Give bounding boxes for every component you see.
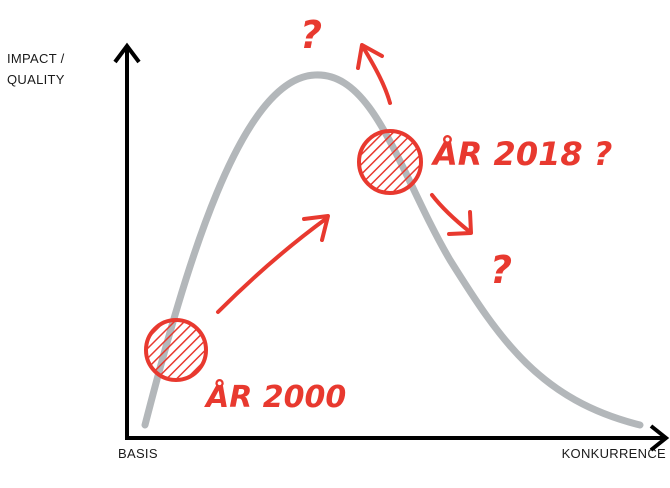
growth-arrow: [216, 214, 330, 314]
y-axis-arrow: [113, 42, 141, 64]
bell-curve: [141, 71, 644, 429]
annotation-2000: ÅR 2000: [204, 378, 346, 415]
y-axis-label-line2: QUALITY: [7, 72, 65, 87]
question-mark-top: ?: [300, 13, 322, 57]
question-mark-bottom: ?: [490, 248, 512, 292]
x-axis-right-label: KONKURRENCE: [561, 446, 666, 461]
y-axis-label-line1: IMPACT /: [7, 51, 65, 66]
down-arrow: [430, 193, 473, 236]
x-axis-arrow: [649, 424, 670, 452]
up-arrow: [356, 43, 392, 105]
annotation-2018: ÅR 2018 ?: [430, 135, 612, 173]
x-axis-left-label: BASIS: [118, 446, 158, 461]
circle-2018: [357, 129, 423, 195]
axes: [113, 42, 670, 452]
circle-2000: [144, 318, 208, 382]
